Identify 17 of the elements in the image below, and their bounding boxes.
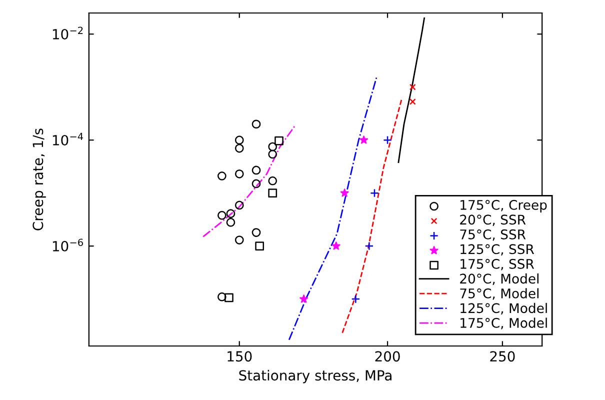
legend-label: 175°C, SSR [460,258,534,270]
legend-label: 75°C, SSR [460,229,526,241]
y-tick-label: 10$^{−4}$ [52,132,84,146]
legend-label: 20°C, Model [460,273,538,285]
x-tick-label: 150 [228,351,252,362]
legend-label: 125°C, Model [460,302,547,314]
x-tick-label: 250 [490,351,515,362]
legend-label: 20°C, SSR [460,214,526,226]
x-axis-title: Stationary stress, MPa [239,370,392,384]
y-tick-label: 10$^{−2}$ [52,26,83,40]
x-tick-label: 200 [375,351,400,362]
legend-label: 175°C, Model [460,318,547,330]
legend-label: 175°C, Creep [460,200,547,212]
y-axis-title: Creep rate, 1/s [32,128,46,230]
legend-label: 125°C, SSR [460,244,534,256]
legend-label: 75°C, Model [460,288,538,300]
y-tick-label: 10$^{−6}$ [52,238,83,252]
